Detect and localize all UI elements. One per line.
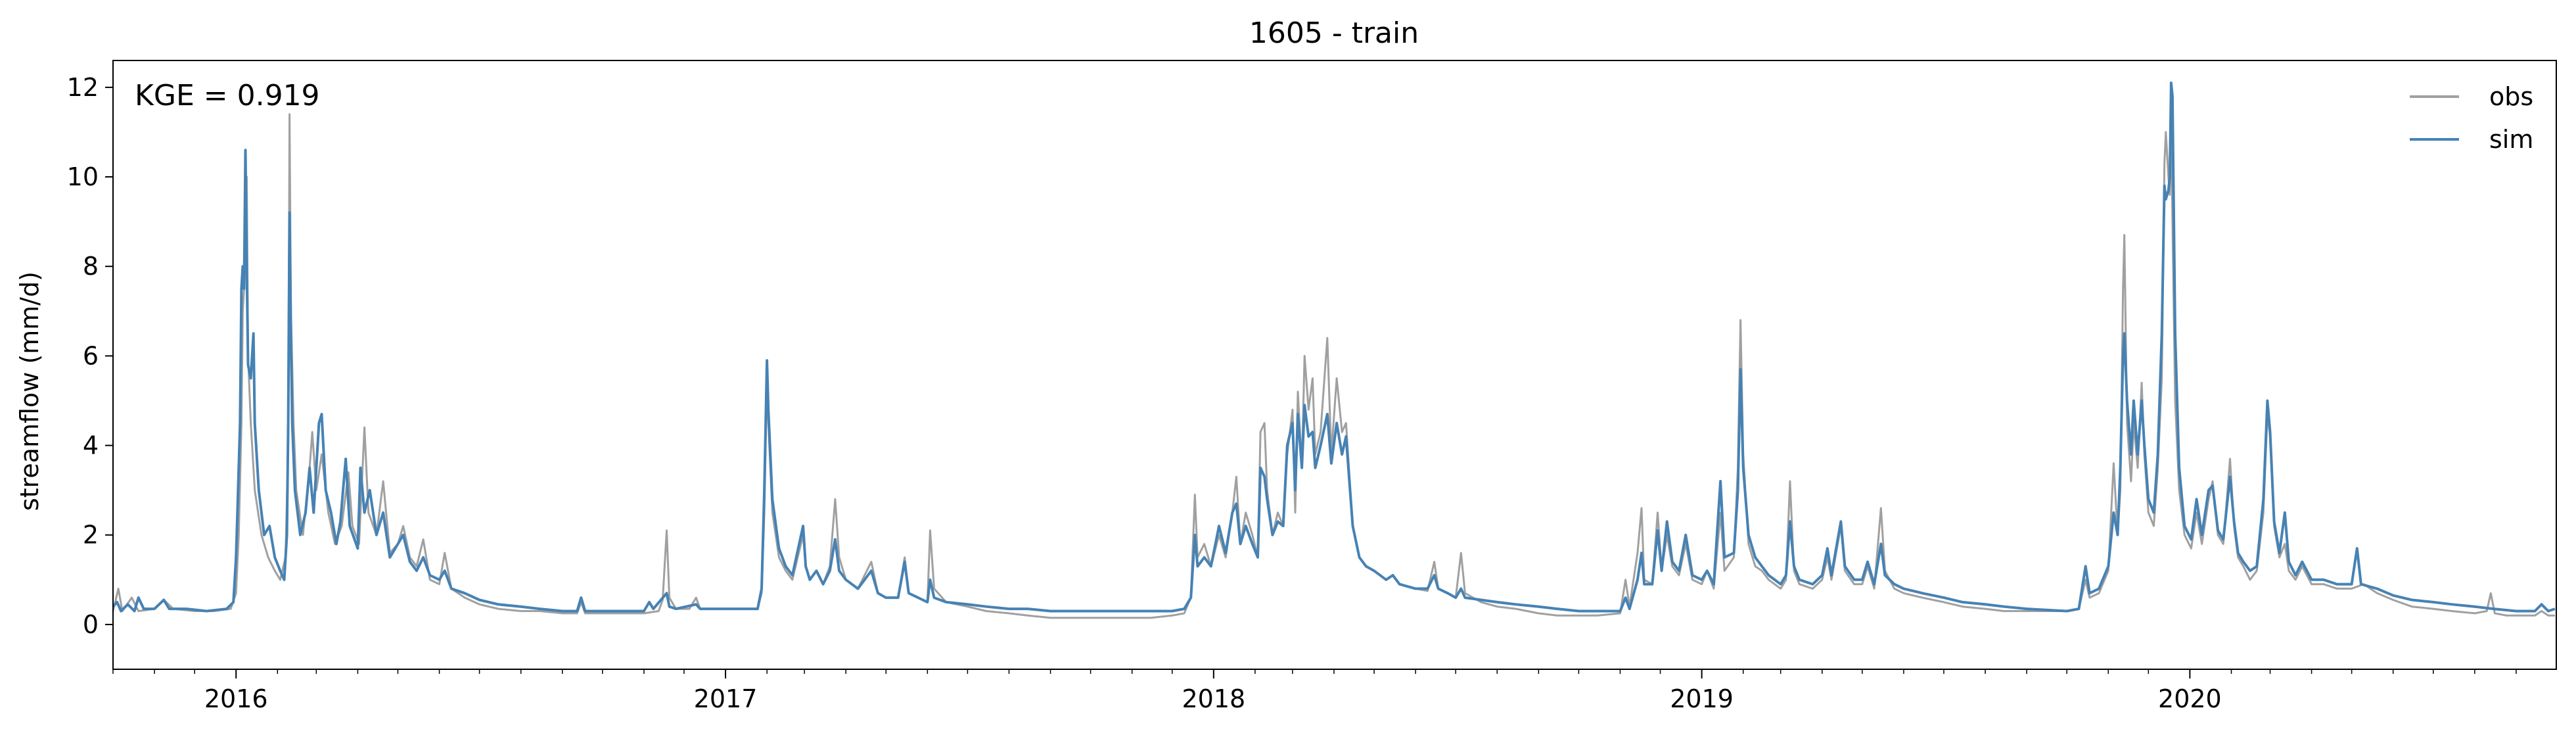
y-tick-label: 2 xyxy=(83,521,99,550)
series-line-sim xyxy=(112,82,2556,613)
plot-frame xyxy=(112,60,2557,670)
legend-label-sim: sim xyxy=(2489,125,2533,154)
x-tick-label: 2018 xyxy=(1182,684,1245,713)
y-tick-label: 4 xyxy=(83,431,99,460)
y-tick-label: 0 xyxy=(83,610,99,639)
y-tick-label: 10 xyxy=(67,162,99,191)
plot-area xyxy=(112,82,2556,619)
x-tick-label: 2019 xyxy=(1670,684,1734,713)
x-tick-label: 2016 xyxy=(204,684,268,713)
series-line-obs xyxy=(112,108,2555,619)
y-axis-label: streamflow (mm/d) xyxy=(15,272,44,511)
chart-title: 1605 - train xyxy=(1249,16,1419,50)
y-tick-label: 8 xyxy=(83,252,99,281)
kge-annotation: KGE = 0.919 xyxy=(135,79,320,112)
y-axis: 0 2 4 6 8 10 12 xyxy=(67,73,113,639)
y-tick-label: 12 xyxy=(67,73,99,102)
x-tick-label: 2020 xyxy=(2158,684,2222,713)
x-axis: 2016 2017 2018 2019 2020 xyxy=(112,669,2517,713)
legend-label-obs: obs xyxy=(2489,82,2533,111)
legend: obs sim xyxy=(2410,82,2533,154)
x-tick-label: 2017 xyxy=(694,684,758,713)
y-tick-label: 6 xyxy=(83,341,99,370)
